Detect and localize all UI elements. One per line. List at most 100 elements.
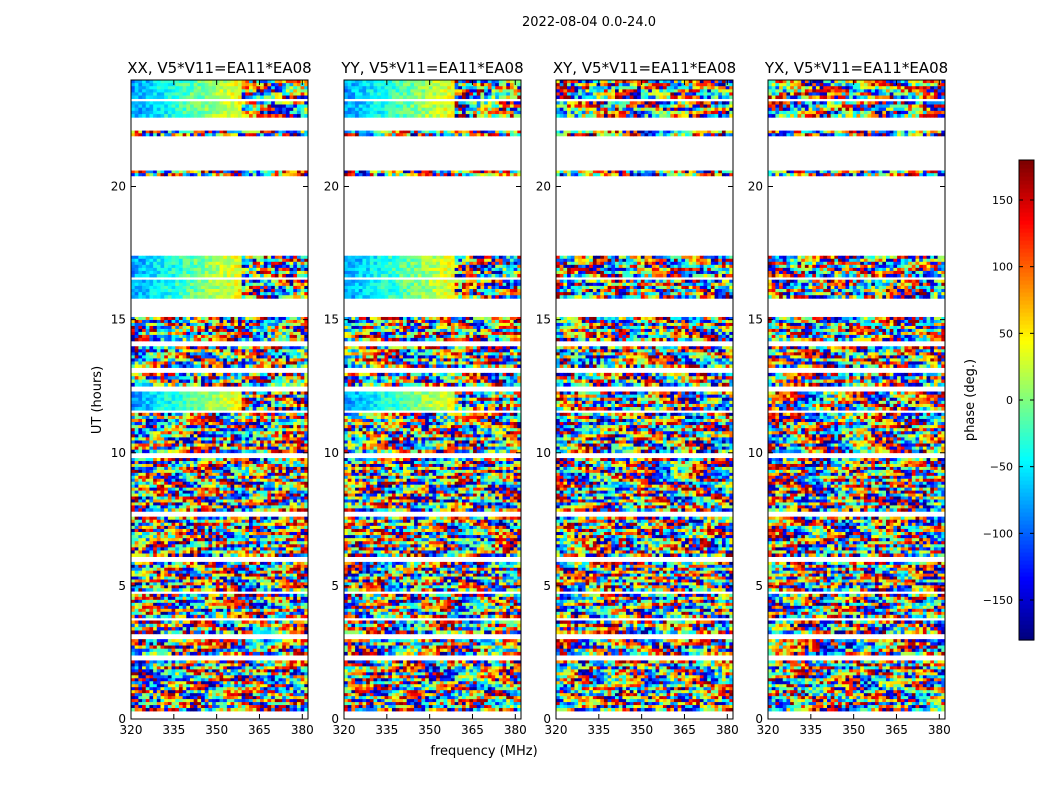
colorbar-segment [1019,476,1034,481]
phase-image [556,80,733,712]
colorbar-segment [1019,540,1034,545]
colorbar-segment [1019,616,1034,621]
colorbar-segment [1019,380,1034,385]
colorbar-segment [1019,348,1034,353]
y-tick-label: 20 [536,180,551,194]
colorbar-segment [1019,500,1034,505]
colorbar-segment [1019,244,1034,249]
colorbar-segment [1019,320,1034,325]
x-tick-label: 365 [885,723,908,737]
colorbar-segment [1019,368,1034,373]
colorbar-segment [1019,576,1034,581]
phase-image [344,80,521,712]
colorbar-segment [1019,376,1034,381]
x-tick-label: 350 [842,723,865,737]
colorbar-segment [1019,572,1034,577]
colorbar-segment [1019,304,1034,309]
colorbar-segment [1019,580,1034,585]
colorbar-segment [1019,512,1034,517]
y-tick-label: 15 [111,313,126,327]
x-tick-label: 320 [333,723,356,737]
colorbar-segment [1019,168,1034,173]
colorbar-segment [1019,400,1034,405]
colorbar-segment [1019,340,1034,345]
colorbar-segment [1019,584,1034,589]
colorbar-segment [1019,456,1034,461]
colorbar-segment [1019,496,1034,501]
colorbar-segment [1019,504,1034,509]
colorbar-segment [1019,160,1034,165]
x-axis-label: frequency (MHz) [430,744,537,759]
colorbar-segment [1019,192,1034,197]
x-tick-label: 335 [587,723,610,737]
colorbar-segment [1019,596,1034,601]
y-tick-label: 0 [331,712,339,726]
colorbar-segment [1019,532,1034,537]
colorbar-segment [1019,428,1034,433]
figure-suptitle: 2022-08-04 0.0-24.0 [522,15,656,30]
colorbar-segment [1019,216,1034,221]
y-tick-label: 15 [536,313,551,327]
colorbar-segment [1019,312,1034,317]
colorbar-segment [1019,544,1034,549]
colorbar-segment [1019,196,1034,201]
y-tick-label: 15 [748,313,763,327]
colorbar-segment [1019,224,1034,229]
colorbar-segment [1019,204,1034,209]
x-tick-label: 380 [504,723,527,737]
colorbar-segment [1019,404,1034,409]
colorbar-segment [1019,604,1034,609]
panel-title: YX, V5*V11=EA11*EA08 [764,59,948,77]
colorbar-segment [1019,608,1034,613]
y-tick-label: 0 [543,712,551,726]
colorbar-segment [1019,452,1034,457]
colorbar-segment [1019,212,1034,217]
colorbar-segment [1019,480,1034,485]
colorbar-segment [1019,448,1034,453]
y-tick-label: 20 [111,180,126,194]
colorbar-segment [1019,296,1034,301]
panel-2: XY, V5*V11=EA11*EA08 320 335 350 365 380 0 5 10 1… [536,59,739,737]
x-tick-label: 365 [461,723,484,737]
colorbar-segment [1019,464,1034,469]
colorbar-segment [1019,184,1034,189]
colorbar-segment [1019,372,1034,377]
x-tick-label: 350 [418,723,441,737]
colorbar-segment [1019,352,1034,357]
colorbar-segment [1019,240,1034,245]
x-tick-label: 365 [673,723,696,737]
panel-0: XX, V5*V11=EA11*EA08 320 335 350 365 380 0 5 10 1… [111,59,314,737]
colorbar-segment [1019,516,1034,521]
colorbar-segment [1019,272,1034,277]
colorbar-segment [1019,336,1034,341]
colorbar-segment [1019,208,1034,213]
panel-title: XX, V5*V11=EA11*EA08 [127,59,311,77]
x-tick-label: 320 [545,723,568,737]
y-tick-label: 20 [748,180,763,194]
colorbar-segment [1019,408,1034,413]
colorbar-segment [1019,300,1034,305]
colorbar-segment [1019,252,1034,257]
panel-title: XY, V5*V11=EA11*EA08 [553,59,736,77]
colorbar-tick-label: −50 [990,461,1013,474]
colorbar-segment [1019,420,1034,425]
colorbar-segment [1019,172,1034,177]
y-tick-label: 10 [111,446,126,460]
colorbar-label: phase (deg.) [963,359,978,441]
x-tick-label: 335 [162,723,185,737]
phase-image [768,80,945,712]
colorbar-segment [1019,508,1034,513]
colorbar-tick-label: 100 [992,261,1013,274]
panel-1: YY, V5*V11=EA11*EA08 320 335 350 365 380 0 5 10 1… [324,59,527,737]
colorbar-segment [1019,384,1034,389]
y-tick-label: 0 [118,712,126,726]
colorbar-segment [1019,396,1034,401]
colorbar-segment [1019,228,1034,233]
colorbar-segment [1019,524,1034,529]
x-tick-label: 350 [630,723,653,737]
x-tick-label: 380 [291,723,314,737]
colorbar-segment [1019,468,1034,473]
x-tick-label: 320 [757,723,780,737]
colorbar-segment [1019,592,1034,597]
